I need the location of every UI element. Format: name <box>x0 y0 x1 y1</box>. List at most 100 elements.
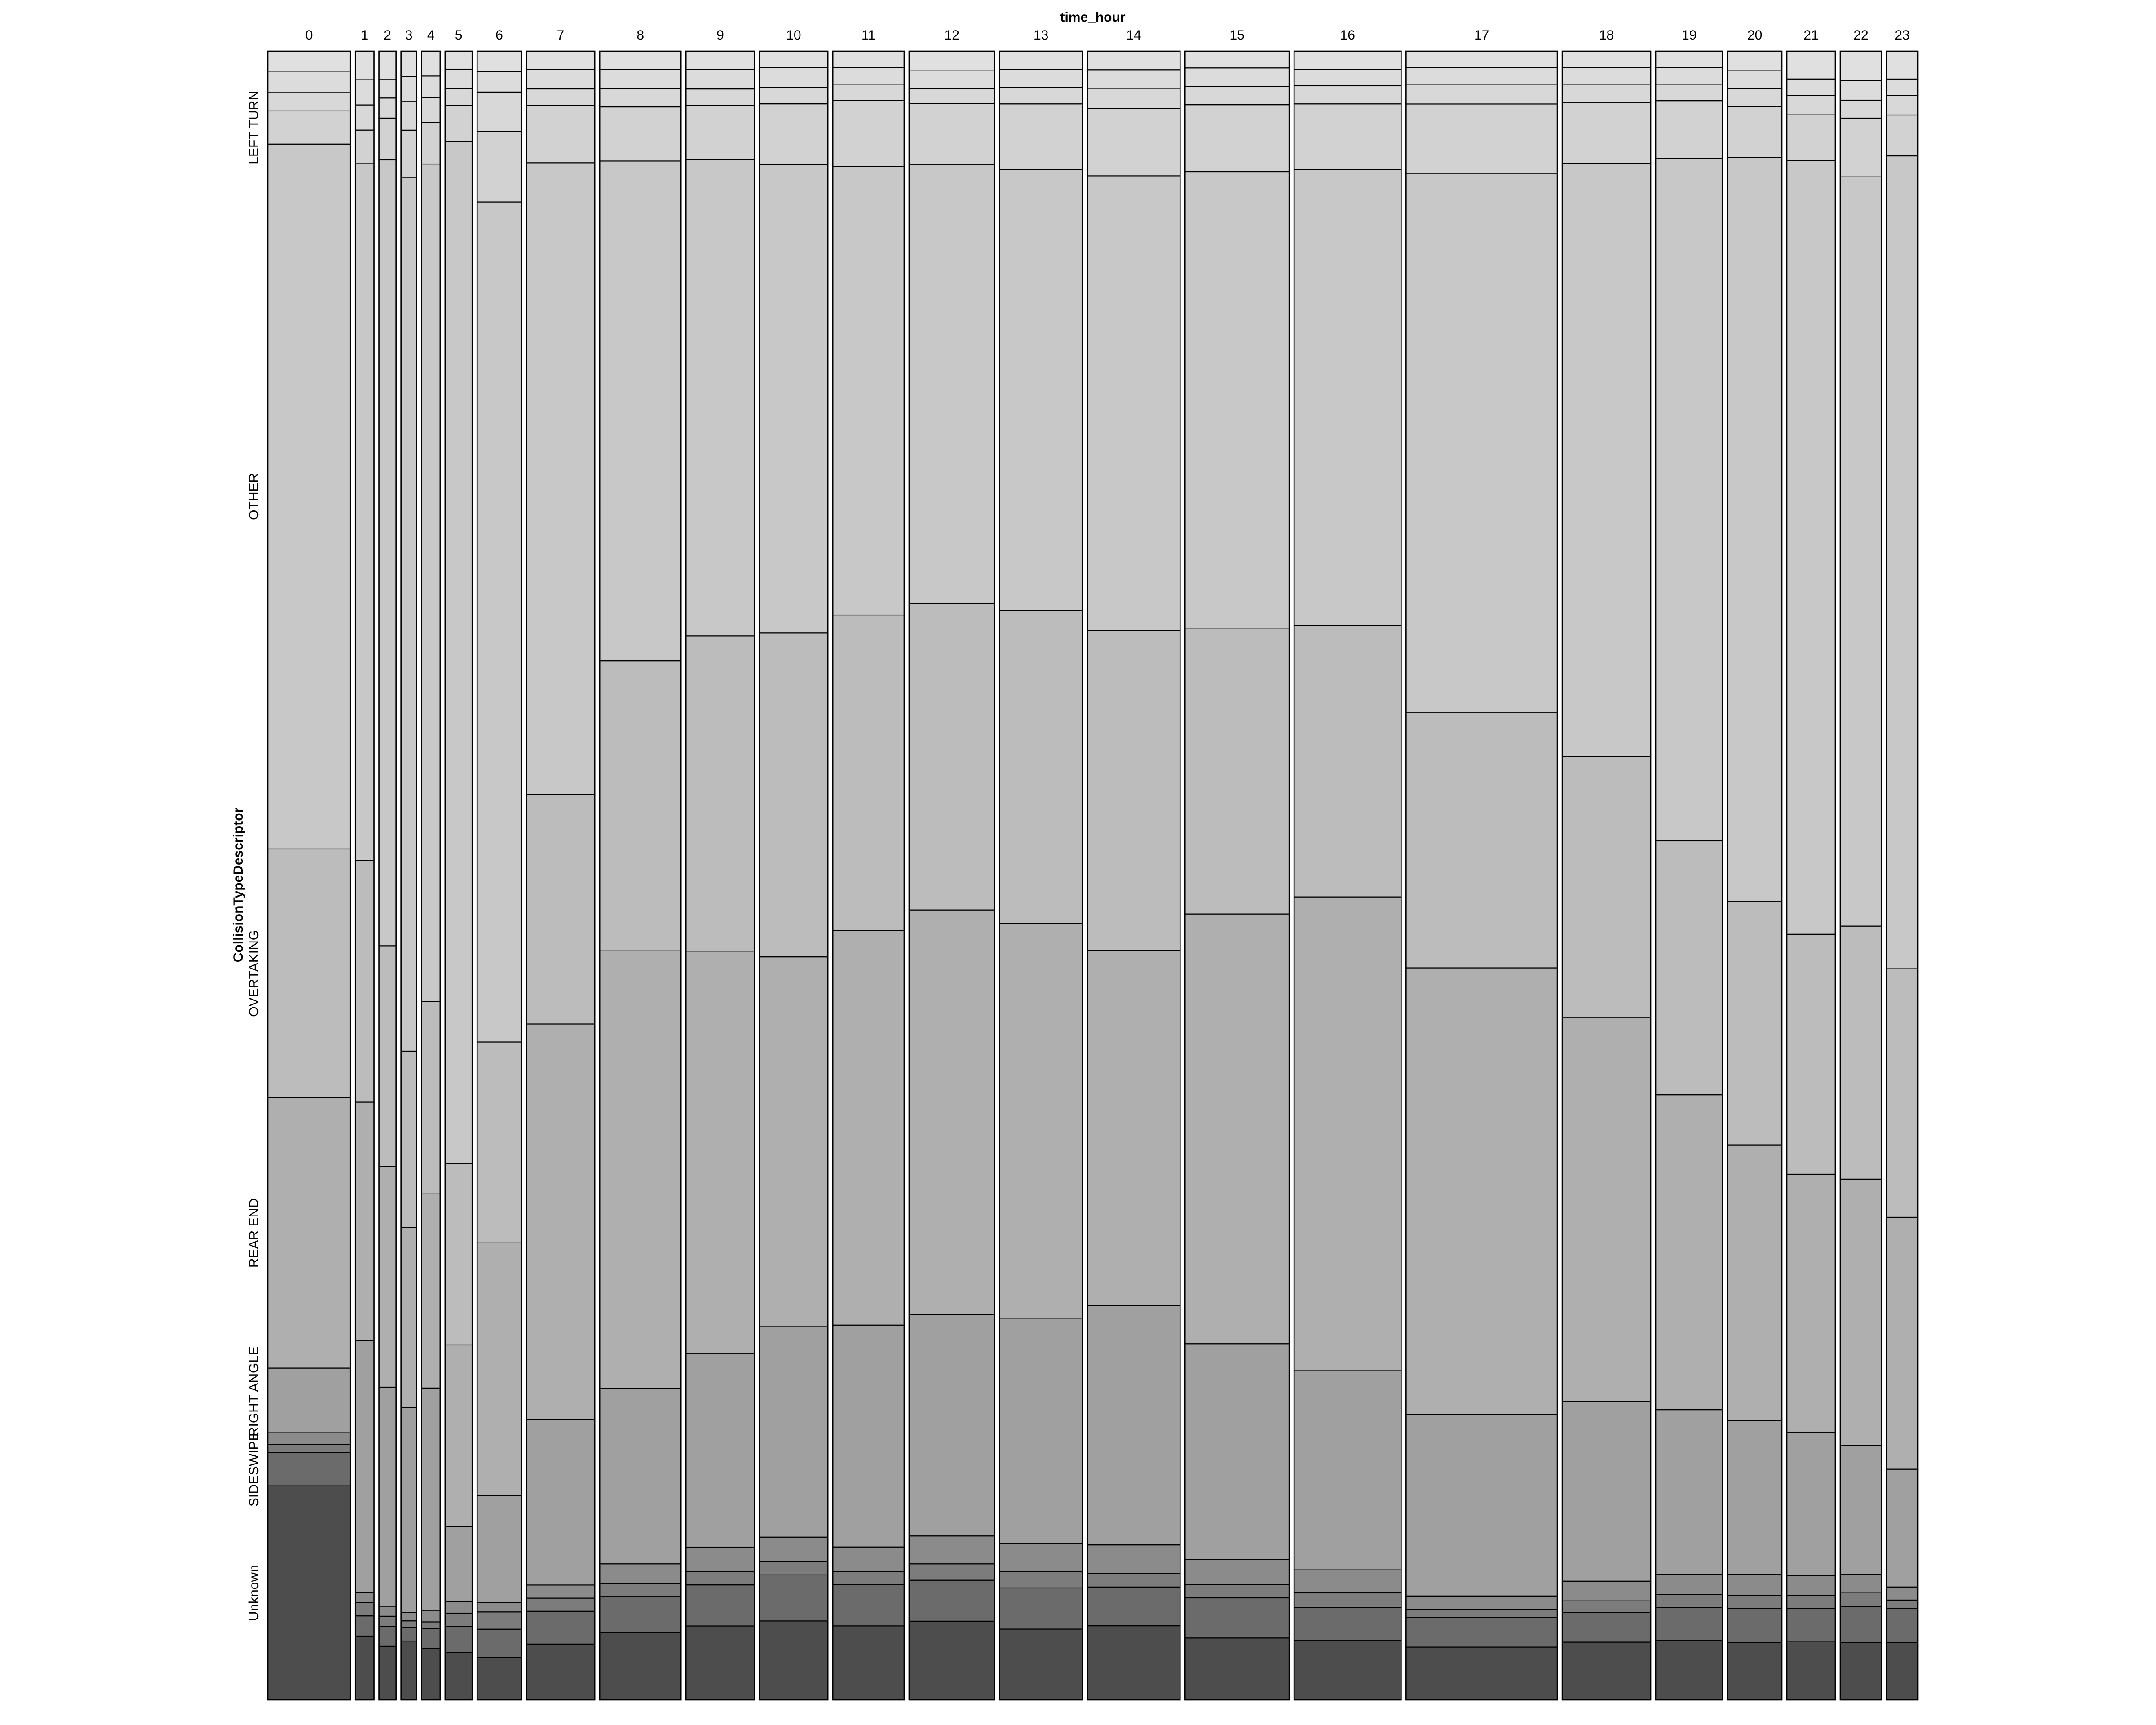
cell-hour-16-rear-end <box>1294 896 1402 1371</box>
column-outline-hour-2 <box>378 50 397 1701</box>
y-tick-labels: Unknown SIDESWIPE REAR END OVERTAKING OTHER L… <box>247 91 261 1621</box>
cell-hour-19-head-on <box>1655 1574 1723 1595</box>
cell-hour-11-sideswipe <box>832 1584 905 1627</box>
cell-hour-20-sideswipe <box>1727 1608 1783 1643</box>
cell-hour-20-head-on <box>1727 1574 1783 1596</box>
cell-hour-2-head-on <box>378 1606 397 1617</box>
column-hour-1 <box>354 50 375 1701</box>
cell-hour-3-sideswipe-2 <box>400 1620 417 1628</box>
cell-hour-9-right-angle <box>685 1353 755 1548</box>
cell-hour-5-other <box>444 141 473 1164</box>
cell-hour-19-turn-3 <box>1655 50 1723 68</box>
cell-hour-8-unknown <box>599 1632 682 1701</box>
cell-hour-5-sideswipe-2 <box>444 1612 473 1627</box>
column-hour-13 <box>999 50 1083 1701</box>
column-hour-5 <box>444 50 473 1701</box>
column-outline-hour-4 <box>421 50 441 1701</box>
cell-hour-17-sideswipe-2 <box>1405 1609 1558 1618</box>
column-hour-16 <box>1293 50 1402 1701</box>
cell-hour-17-rear-end <box>1405 967 1558 1415</box>
cell-hour-14-turn-2 <box>1087 69 1181 89</box>
cell-hour-19-rear-end <box>1655 1094 1723 1411</box>
cell-hour-10-right-angle <box>759 1326 829 1538</box>
column-outline-hour-16 <box>1293 50 1402 1701</box>
column-hour-8 <box>599 50 682 1701</box>
cell-hour-17-other <box>1405 172 1558 713</box>
cell-hour-10-left-turn <box>759 103 829 165</box>
cell-hour-7-head-on <box>526 1584 596 1599</box>
cell-hour-18-overtaking <box>1561 756 1652 1018</box>
cell-hour-5-turn-1 <box>444 88 473 106</box>
column-hour-7 <box>526 50 596 1701</box>
cell-hour-21-turn-3 <box>1786 50 1836 80</box>
cell-hour-20-turn-1 <box>1727 88 1783 107</box>
cell-hour-19-turn-2 <box>1655 67 1723 85</box>
cell-hour-10-other <box>759 164 829 634</box>
cell-hour-19-sideswipe <box>1655 1607 1723 1641</box>
column-hour-4 <box>421 50 441 1701</box>
cell-hour-20-sideswipe-2 <box>1727 1595 1783 1609</box>
cell-hour-16-turn-3 <box>1294 50 1402 70</box>
x-tick-label: 19 <box>1682 28 1697 43</box>
cell-hour-12-turn-1 <box>908 88 995 104</box>
cell-hour-14-other <box>1087 175 1181 631</box>
column-hour-12 <box>908 50 995 1701</box>
cell-hour-10-overtaking <box>759 632 829 958</box>
cell-hour-17-overtaking <box>1405 712 1558 969</box>
cell-hour-15-sideswipe-2 <box>1184 1584 1290 1599</box>
cell-hour-9-head-on <box>685 1546 755 1572</box>
cell-hour-22-sideswipe <box>1839 1606 1882 1643</box>
cell-hour-14-head-on <box>1087 1544 1181 1574</box>
cell-hour-16-other <box>1294 169 1402 626</box>
cell-hour-4-turn-2 <box>421 75 441 98</box>
cell-hour-0-head-on <box>267 1432 351 1445</box>
cell-hour-9-other <box>685 159 755 637</box>
cell-hour-12-head-on <box>908 1535 995 1565</box>
x-tick-label: 10 <box>786 28 801 43</box>
cell-hour-4-turn-1 <box>421 97 441 123</box>
cell-hour-8-head-on <box>599 1563 682 1584</box>
cell-hour-15-unknown <box>1184 1637 1290 1701</box>
cell-hour-11-other <box>832 166 905 616</box>
cell-hour-18-other <box>1561 163 1652 757</box>
cell-hour-0-left-turn <box>267 110 351 145</box>
x-tick-label: 0 <box>305 28 313 43</box>
cell-hour-7-sideswipe-2 <box>526 1597 596 1612</box>
cell-hour-22-right-angle <box>1839 1445 1882 1575</box>
cell-hour-17-unknown <box>1405 1646 1558 1701</box>
cell-hour-9-sideswipe <box>685 1584 755 1627</box>
x-tick-label: 12 <box>945 28 959 43</box>
cell-hour-2-sideswipe-2 <box>378 1615 397 1627</box>
cell-hour-6-head-on <box>477 1602 522 1613</box>
column-hour-2 <box>378 50 397 1701</box>
cell-hour-23-other <box>1886 155 1919 969</box>
x-tick-labels: 0 1 2 3 4 5 6 7 8 9 10 11 12 13 14 15 16 17 18 19 20 21 22 23 <box>305 28 1910 43</box>
cell-hour-2-unknown <box>378 1645 397 1701</box>
column-outline-hour-13 <box>999 50 1083 1701</box>
column-outline-hour-5 <box>444 50 473 1701</box>
cell-hour-17-turn-3 <box>1405 50 1558 68</box>
cell-hour-23-left-turn <box>1886 114 1919 157</box>
column-outline-hour-23 <box>1886 50 1919 1701</box>
cell-hour-2-turn-1 <box>378 97 397 119</box>
x-tick-label: 21 <box>1803 28 1818 43</box>
cell-hour-12-other <box>908 164 995 604</box>
cell-hour-16-turn-1 <box>1294 85 1402 105</box>
cell-hour-22-head-on <box>1839 1574 1882 1593</box>
cell-hour-15-rear-end <box>1184 913 1290 1345</box>
cell-hour-9-sideswipe-2 <box>685 1571 755 1586</box>
cell-hour-3-turn-3 <box>400 50 417 77</box>
cell-hour-10-sideswipe-2 <box>759 1561 829 1576</box>
x-tick-label: 14 <box>1126 28 1141 43</box>
cell-hour-17-turn-2 <box>1405 67 1558 85</box>
cell-hour-22-rear-end <box>1839 1178 1882 1446</box>
cell-hour-18-turn-2 <box>1561 67 1652 85</box>
cell-hour-12-unknown <box>908 1620 995 1701</box>
cell-hour-13-sideswipe-2 <box>999 1571 1083 1589</box>
cell-hour-22-turn-2 <box>1839 80 1882 101</box>
cell-hour-22-unknown <box>1839 1642 1882 1701</box>
cell-hour-12-rear-end <box>908 909 995 1315</box>
cell-hour-8-left-turn <box>599 106 682 162</box>
cell-hour-21-left-turn <box>1786 114 1836 161</box>
